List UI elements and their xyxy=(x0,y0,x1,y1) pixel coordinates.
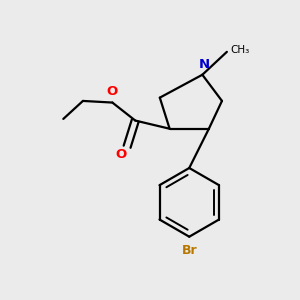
Text: O: O xyxy=(106,85,117,98)
Text: O: O xyxy=(115,148,126,161)
Text: N: N xyxy=(198,58,209,70)
Text: Br: Br xyxy=(182,244,197,257)
Text: CH₃: CH₃ xyxy=(230,45,249,55)
